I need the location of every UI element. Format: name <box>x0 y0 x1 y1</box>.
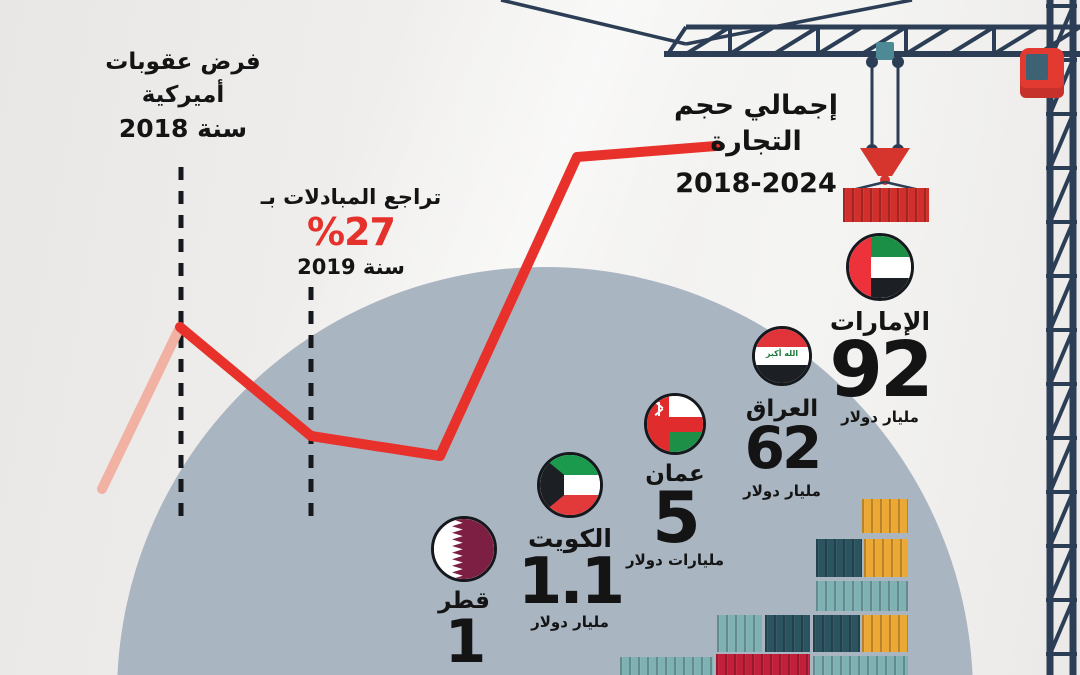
country-qatar: قطر 1 <box>404 516 524 672</box>
container-slate-1 <box>816 539 862 577</box>
container-slate-3 <box>813 615 860 652</box>
decline-percent: %27 <box>307 210 396 254</box>
sanctions-line1: فرض عقوبات <box>105 49 261 75</box>
country-name: الكويت <box>527 524 613 553</box>
container-yellow-1 <box>862 499 908 533</box>
kuwait-flag-icon <box>537 452 603 518</box>
container-teal-wide <box>816 581 908 611</box>
country-value: 1 <box>444 607 487 675</box>
country-unit: مليار دولار <box>743 482 821 500</box>
container-yellow-2 <box>864 539 908 577</box>
country-unit: مليار دولار <box>531 613 609 631</box>
annotation-sanctions-2018: فرض عقوبات أميركية سنة 2018 <box>88 46 278 146</box>
sanctions-line2: أميركية <box>141 82 225 108</box>
trend-line-red <box>175 141 721 461</box>
country-value: 62 <box>744 414 823 482</box>
container-crimson-bottom <box>716 654 810 675</box>
hook-block <box>860 148 910 176</box>
title-period: 2018-2024 <box>675 168 837 199</box>
container-yellow-3 <box>862 615 908 652</box>
iraq-flag-icon: الله أكبر <box>752 326 812 386</box>
crane-cable-right <box>685 0 913 46</box>
container-teal-2 <box>717 615 762 652</box>
country-uae: الإمارات 92 مليار دولار <box>818 233 942 426</box>
country-unit: مليارات دولار <box>625 551 725 569</box>
country-value: 1.1 <box>517 545 625 619</box>
container-teal-bottom-right <box>813 656 908 675</box>
crane-tower-bracing <box>1046 4 1077 656</box>
country-unit: مليار دولار <box>841 408 919 426</box>
hanging-container <box>843 188 929 222</box>
country-name: العراق <box>745 396 819 422</box>
country-value: 92 <box>829 326 933 415</box>
chart-title: إجمالي حجم التجارة 2018-2024 <box>672 88 840 202</box>
trend-line-pink-segment <box>97 322 185 494</box>
oman-flag-icon <box>644 393 706 455</box>
oman-emblem-icon <box>653 401 665 416</box>
country-kuwait: الكويت 1.1 مليار دولار <box>508 452 632 631</box>
decline-line1: تراجع المبادلات بـ <box>260 185 442 209</box>
title-line1: إجمالي حجم <box>674 90 838 121</box>
country-iraq: الله أكبر العراق 62 مليار دولار <box>722 326 842 500</box>
decline-year: سنة 2019 <box>297 255 405 279</box>
title-line2: التجارة <box>710 126 802 157</box>
iraq-flag-script: الله أكبر <box>765 348 799 358</box>
country-oman: عمان 5 مليارات دولار <box>617 393 733 569</box>
cab-window <box>1026 54 1048 80</box>
crane-trolley <box>876 42 894 60</box>
crane-jib-bracing <box>666 25 1080 56</box>
qatar-flag-icon <box>431 516 497 582</box>
country-name: قطر <box>438 588 490 614</box>
annotation-decline-2019: تراجع المبادلات بـ %27 سنة 2019 <box>240 182 462 282</box>
sanctions-year: سنة 2018 <box>118 114 248 143</box>
country-value: 5 <box>652 477 701 559</box>
country-name: الإمارات <box>829 307 931 336</box>
crane-cable-left <box>500 0 687 46</box>
container-teal-bottom-left <box>620 657 713 675</box>
country-name: عمان <box>645 461 705 487</box>
uae-flag-icon <box>846 233 914 301</box>
container-slate-2 <box>765 615 810 652</box>
crane-cab <box>1020 48 1064 98</box>
